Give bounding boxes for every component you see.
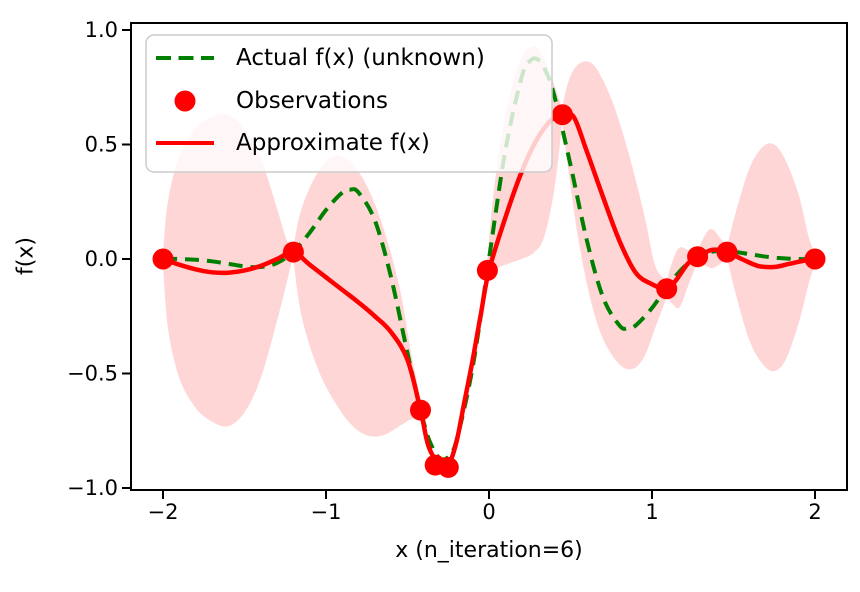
observation-dot	[152, 248, 174, 270]
y-tick-label: −1.0	[67, 476, 118, 500]
observation-dot	[410, 399, 431, 421]
observation-dot	[282, 241, 304, 263]
observation-dot	[716, 241, 738, 263]
legend-dot-sample	[174, 90, 196, 112]
y-axis-label: f(x)	[14, 237, 39, 275]
observation-dot	[476, 259, 498, 281]
x-tick-label: 2	[808, 500, 821, 524]
y-tick-label: 0.0	[85, 247, 118, 271]
axes-ticks	[122, 29, 816, 499]
legend-label-observations: Observations	[236, 88, 388, 114]
x-tick-label: −2	[148, 500, 179, 524]
observation-dot	[551, 104, 573, 126]
x-axis-label: x (n_iteration=6)	[395, 538, 583, 563]
uncertainty-band-lobe	[561, 61, 669, 370]
observation-dot	[437, 456, 459, 478]
legend-label-actual: Actual f(x) (unknown)	[236, 45, 485, 71]
y-tick-label: 0.5	[85, 133, 118, 157]
uncertainty-band-lobe	[725, 143, 816, 372]
x-tick-label: 1	[645, 500, 658, 524]
observation-dot	[687, 246, 709, 268]
y-tick-label: −0.5	[67, 362, 118, 386]
plot-border	[130, 22, 848, 491]
observation-dot	[656, 278, 678, 300]
observation-dot	[804, 248, 826, 270]
uncertainty-band-lobe	[162, 113, 295, 427]
uncertainty-band-lobe	[292, 155, 422, 437]
legend-box	[145, 34, 553, 173]
x-tick-label: −1	[311, 500, 342, 524]
legend-label-approximate: Approximate f(x)	[236, 130, 430, 156]
y-tick-label: 1.0	[85, 18, 118, 42]
legend: Actual f(x) (unknown) Observations Appro…	[145, 34, 553, 173]
x-tick-label: 0	[482, 500, 495, 524]
